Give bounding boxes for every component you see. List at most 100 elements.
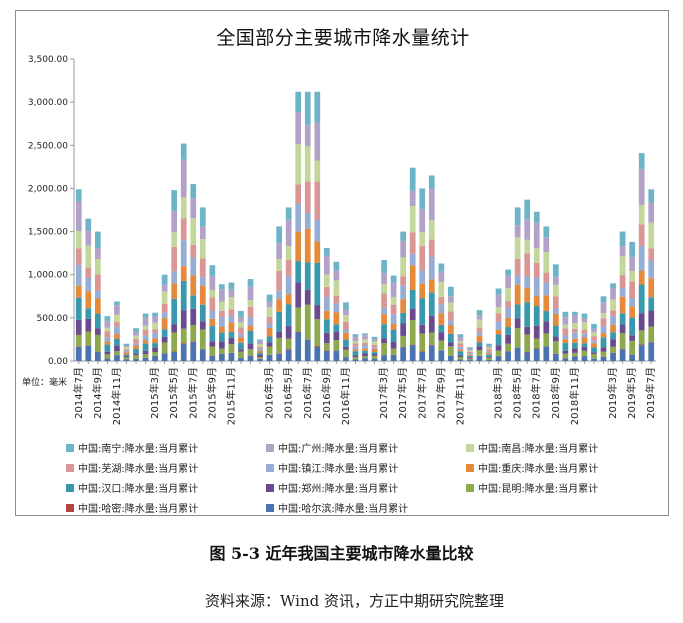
bar-segment xyxy=(304,262,311,290)
bar-segment xyxy=(467,359,473,361)
bar-segment xyxy=(533,325,540,339)
bar-segment xyxy=(514,304,521,319)
bar-segment xyxy=(572,323,578,329)
unit-label: 单位：毫米 xyxy=(22,378,68,388)
bar-segment xyxy=(362,356,368,359)
legend-label: 中国:南昌:降水量:当月累计 xyxy=(478,444,599,455)
legend-label: 中国:哈尔滨:降水量:当月累计 xyxy=(278,504,409,515)
bar-segment xyxy=(94,328,101,335)
bar-segment xyxy=(629,256,636,272)
bar-segment xyxy=(381,324,387,339)
bar-segment xyxy=(314,345,321,347)
bar-segment xyxy=(648,260,655,279)
bar-segment xyxy=(409,265,416,290)
y-tick-label: 500.00 xyxy=(37,314,69,324)
bar-segment xyxy=(161,353,168,361)
bar-segment xyxy=(562,339,569,344)
bar-segment xyxy=(552,353,559,361)
bar-segment xyxy=(123,351,130,353)
bar-segment xyxy=(314,91,321,123)
bar-segment xyxy=(199,285,206,305)
bar-segment xyxy=(600,302,607,314)
bar-segment xyxy=(104,358,111,361)
bar-segment xyxy=(85,318,92,332)
x-tick-label: 2016年3月 xyxy=(263,367,276,419)
bar-segment xyxy=(323,350,330,361)
x-tick-label: 2018年11月 xyxy=(568,367,581,425)
bar-segment xyxy=(209,341,216,347)
bar-segment xyxy=(295,282,302,308)
legend-label: 中国:芜湖:降水量:当月累计 xyxy=(78,464,199,475)
bar-segment xyxy=(428,188,435,221)
y-tick-label: 1,000.00 xyxy=(28,271,68,281)
bar-segment xyxy=(295,261,302,283)
x-tick-label: 2017年9月 xyxy=(434,367,447,419)
bar-segment xyxy=(409,320,416,345)
bar-segment xyxy=(562,350,569,354)
bar-segment xyxy=(390,297,397,305)
bar-segment xyxy=(438,313,445,325)
bar-segment xyxy=(276,337,282,354)
bar-segment xyxy=(505,317,511,328)
bar-segment xyxy=(285,245,292,260)
bar-segment xyxy=(285,294,292,305)
bar-segment xyxy=(161,291,168,304)
bar-segment xyxy=(123,345,130,347)
legend-label: 中国:镇江:降水量:当月累计 xyxy=(278,464,399,475)
bar-segment xyxy=(619,313,626,325)
bar-segment xyxy=(486,347,492,350)
bar-segment xyxy=(371,352,378,355)
bar-segment xyxy=(247,355,254,361)
bar-segment xyxy=(581,313,588,319)
bar-segment xyxy=(371,348,378,353)
bar-segment xyxy=(295,112,302,145)
bar-segment xyxy=(552,336,559,342)
bar-segment xyxy=(247,306,254,317)
legend-item: 中国:重庆:降水量:当月累计 xyxy=(466,460,646,475)
legend-swatch xyxy=(266,483,274,492)
bar-segment xyxy=(524,276,531,289)
bar-segment xyxy=(295,91,302,113)
bar-segment xyxy=(400,240,407,258)
bar-segment xyxy=(619,288,626,297)
bar-segment xyxy=(638,270,645,285)
bar-segment xyxy=(314,160,321,182)
bar-segment xyxy=(543,272,550,283)
bar-segment xyxy=(352,349,359,352)
bar-segment xyxy=(409,190,416,207)
bar-segment xyxy=(209,318,216,327)
bar-segment xyxy=(381,260,387,273)
bar-segment xyxy=(638,224,645,246)
legend-label: 中国:南宁:降水量:当月累计 xyxy=(78,444,199,455)
bar-segment xyxy=(171,271,178,284)
bar-segment xyxy=(295,331,302,361)
bar-segment xyxy=(562,358,569,361)
x-tick-label: 2015年5月 xyxy=(167,367,180,419)
bar-segment xyxy=(209,326,216,342)
bar-segment xyxy=(304,124,311,147)
bar-segment xyxy=(75,230,82,249)
bar-segment xyxy=(533,348,540,350)
bar-segment xyxy=(247,331,254,344)
bar-segment xyxy=(476,315,483,320)
bar-segment xyxy=(180,266,187,281)
bar-segment xyxy=(562,317,569,325)
bar-segment xyxy=(486,343,492,346)
bar-segment xyxy=(638,345,645,361)
bar-segment xyxy=(228,322,235,332)
bar-segment xyxy=(266,327,273,337)
bar-segment xyxy=(142,343,149,351)
bar-segment xyxy=(572,328,578,333)
bar-segment xyxy=(323,310,330,320)
bar-segment xyxy=(448,286,454,297)
bar-segment xyxy=(495,334,502,346)
bar-segment xyxy=(304,91,311,125)
bar-segment xyxy=(486,354,492,358)
bar-segment xyxy=(419,298,426,325)
bar-segment xyxy=(581,343,588,348)
bar-segment xyxy=(428,239,435,257)
legend-label: 中国:郑州:降水量:当月累计 xyxy=(278,484,399,495)
bar-segment xyxy=(524,239,531,254)
bar-segment xyxy=(190,308,197,326)
x-tick-label: 2016年7月 xyxy=(301,367,314,419)
